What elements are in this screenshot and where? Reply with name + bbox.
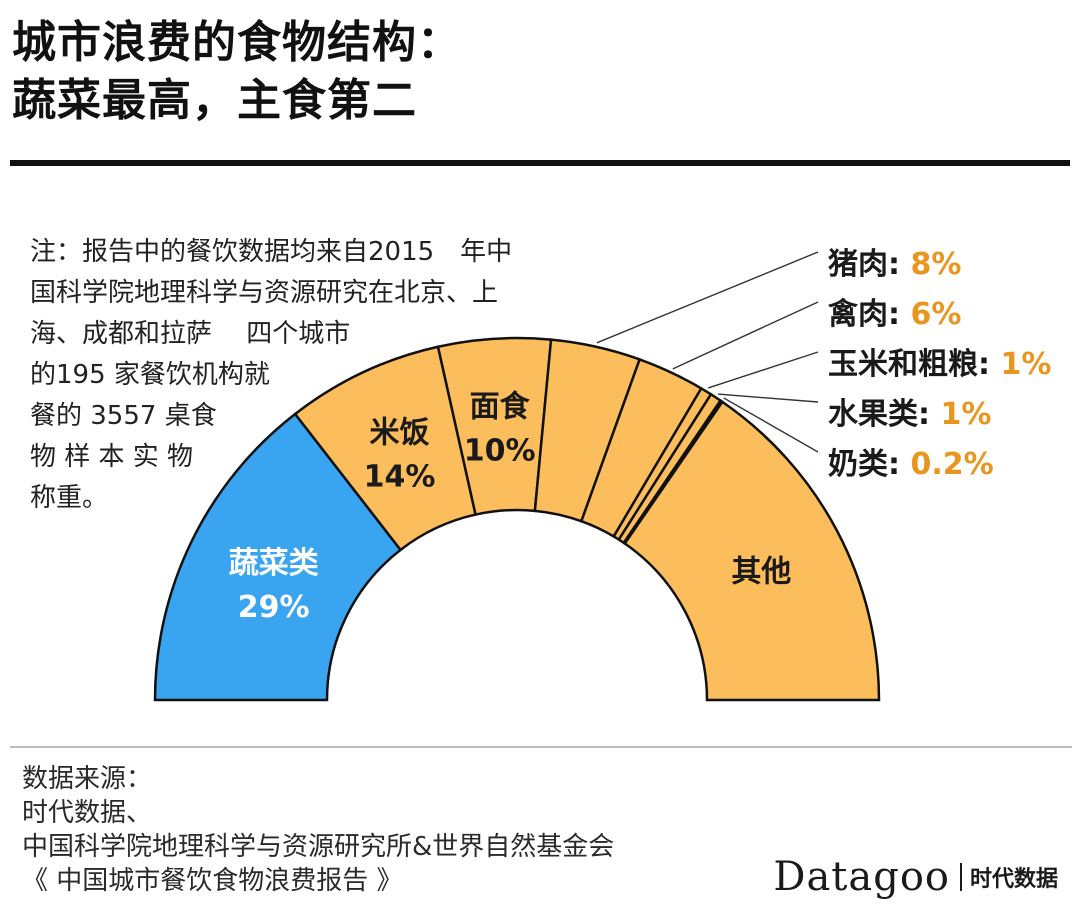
leader-line <box>723 397 819 453</box>
slice-value-label: 29% <box>238 590 310 625</box>
outside-label-value: 8% <box>910 247 961 282</box>
slice-value-label: 14% <box>364 459 436 494</box>
brand-name-en: Datagoo <box>773 854 950 900</box>
outside-label-name: 奶类: <box>828 447 910 482</box>
outside-label-value: 0.2% <box>910 447 993 482</box>
outside-label-value: 1% <box>1000 347 1051 382</box>
chart-title: 城市浪费的食物结构： 蔬菜最高，主食第二 <box>12 14 462 130</box>
source-line: 中国科学院地理科学与资源研究所&世界自然基金会 <box>22 832 615 862</box>
slice-value-label: 10% <box>464 434 536 469</box>
note-line: 注：报告中的餐饮数据均来自2015 年中 <box>30 237 513 267</box>
note-line: 物 样 本 实 物 <box>30 442 194 472</box>
leader-line <box>717 393 819 403</box>
note-line: 海、成都和拉萨 四个城市 <box>30 319 351 349</box>
footer-divider <box>10 746 1072 748</box>
brand-logo: Datagoo 时代数据 <box>773 852 1058 902</box>
slice-label: 其他 <box>731 555 791 590</box>
title-line-1: 城市浪费的食物结构： <box>12 17 462 68</box>
note-line: 餐的 3557 桌食 <box>30 401 217 431</box>
outside-label: 玉米和粗粮: 1% <box>828 347 1051 382</box>
outside-label-value: 6% <box>910 297 961 332</box>
slice-label: 米饭 <box>369 415 429 450</box>
leader-line <box>672 301 819 370</box>
source-line: 《 中国城市餐饮食物浪费报告 》 <box>22 866 403 896</box>
brand-name-cn: 时代数据 <box>969 867 1058 892</box>
outside-label: 禽肉: 6% <box>827 297 961 332</box>
outside-label-name: 禽肉: <box>827 297 910 332</box>
data-source: 数据来源： 时代数据、 中国科学院地理科学与资源研究所&世界自然基金会 《 中国… <box>22 762 742 898</box>
outside-label: 水果类: 1% <box>828 397 991 432</box>
source-label: 数据来源： <box>22 764 153 794</box>
outside-label-name: 水果类: <box>828 397 940 432</box>
outside-label-name: 猪肉: <box>828 247 910 282</box>
leader-line <box>596 251 819 344</box>
slice-label: 蔬菜类 <box>229 546 319 581</box>
note-line: 的195 家餐饮机构就 <box>30 360 270 390</box>
outside-label-value: 1% <box>940 397 991 432</box>
chart-slice-8 <box>623 400 881 702</box>
note-line: 称重。 <box>30 483 109 513</box>
title-line-2: 蔬菜最高，主食第二 <box>12 75 417 126</box>
brand-separator <box>959 863 962 891</box>
source-line: 时代数据、 <box>22 798 153 828</box>
methodology-note: 注：报告中的餐饮数据均来自2015 年中 国科学院地理科学与资源研究在北京、上 … <box>30 232 550 519</box>
chart-slice-0 <box>153 412 403 702</box>
slice-label: 面食 <box>470 390 531 425</box>
outside-label: 猪肉: 8% <box>828 247 961 282</box>
note-line: 国科学院地理科学与资源研究在北京、上 <box>30 278 499 308</box>
outside-label-name: 玉米和粗粮: <box>828 347 1000 382</box>
outside-label: 奶类: 0.2% <box>828 447 994 482</box>
leader-line <box>708 351 819 389</box>
title-divider <box>10 160 1070 166</box>
